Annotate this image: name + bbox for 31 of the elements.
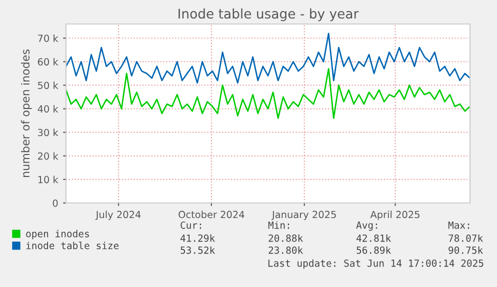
text: 20.88k (268, 234, 303, 242)
y-tick-label: 60 k (38, 58, 58, 66)
y-tick-label: 30 k (38, 128, 58, 136)
text: 78.07k (448, 234, 483, 242)
legend-label: open inodes (26, 230, 89, 240)
text: Avg: (356, 222, 378, 231)
text: 53.52k (180, 246, 215, 254)
legend-label: inode table size (26, 242, 119, 250)
x-tick-label: October 2024 (178, 210, 244, 218)
text: 90.75k (448, 246, 483, 254)
x-tick-label: April 2025 (370, 210, 420, 220)
y-axis-title: number of open inodes (20, 50, 32, 177)
y-tick-label: 20 k (38, 152, 58, 160)
chart-title: Inode table usage - by year (178, 8, 359, 22)
text: Min: (268, 221, 290, 229)
y-tick-label: 70 k (38, 34, 58, 42)
text: Max: (448, 222, 470, 229)
x-tick-label: January 2025 (272, 210, 336, 220)
y-tick-label: 40 k (38, 105, 58, 113)
text: Cur: (180, 221, 202, 229)
text: 23.80k (268, 246, 303, 254)
y-tick-label: 0 (52, 199, 58, 207)
line-series (66, 32, 470, 84)
text: Last update: Sat Jun 14 17:00:14 2025 (268, 259, 484, 269)
text: 41.29k (180, 234, 215, 242)
line-series (66, 68, 470, 119)
x-tick-label: July 2024 (95, 210, 141, 220)
y-tick-label: 10 k (38, 176, 58, 184)
text: 56.89k (356, 246, 391, 254)
y-tick-label: 50 k (38, 82, 58, 90)
text: 42.81k (356, 234, 391, 242)
